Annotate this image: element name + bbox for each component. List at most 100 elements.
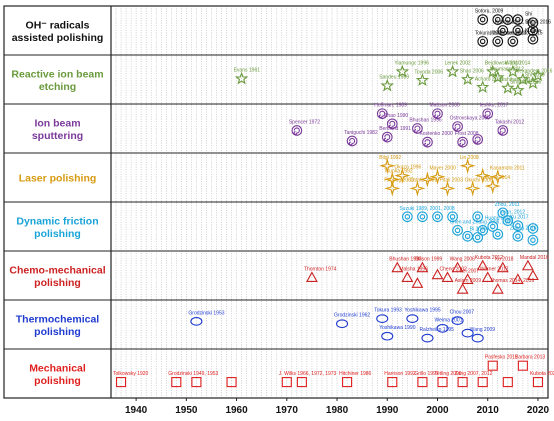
point-annotation: Grodzinski 1962 <box>334 313 370 319</box>
point-annotation: Mandal 2016 <box>520 255 549 261</box>
cmp-point <box>511 273 524 284</box>
mech-point <box>502 377 513 388</box>
rib-point <box>501 81 515 94</box>
cmp-point <box>391 261 404 273</box>
dfp-point <box>512 230 524 242</box>
rib-point <box>506 64 520 78</box>
laser-point <box>429 168 446 185</box>
laser-point <box>484 177 501 195</box>
point-annotation: Kubota 2020 <box>530 371 554 377</box>
rib-point <box>531 68 545 82</box>
oh-point <box>527 25 539 36</box>
row-labels: OH⁻ radicals assisted polishing Reactive i… <box>9 19 105 387</box>
point-annotation: Evans 1961 <box>234 68 261 74</box>
point-annotation: Kubota 2012 <box>475 255 504 261</box>
x-tick-label: 1950 <box>175 405 198 416</box>
point-annotation: Wang 2014 <box>505 61 531 67</box>
dfp-point <box>472 211 484 223</box>
point-annotation: Hoffman, 1989 <box>374 103 407 109</box>
ibs-point <box>432 108 443 120</box>
cmp-point <box>456 283 469 294</box>
mech-point <box>281 377 292 388</box>
point-annotation: Bilgi 1992 <box>379 155 401 161</box>
data-markers: Sotoru, 2009 Kubota 2012, 2014, 2016 Shi Wa… <box>113 9 554 388</box>
tcp-point <box>471 333 484 343</box>
dfp-point <box>512 220 524 232</box>
point-annotation: Pimeng 2000 <box>384 177 414 183</box>
point-annotation: Chen and Zhang 2005, 2006 <box>450 219 514 225</box>
point-annotation: Takashi 2012 <box>495 119 525 125</box>
mech-point <box>477 377 488 388</box>
row-label-oh: OH⁻ radicals assisted polishing <box>12 19 104 44</box>
row-label-cmp: Chemo-mechanical polishing <box>9 264 105 289</box>
ibs-point <box>386 118 398 130</box>
rib-point <box>511 83 525 97</box>
oh-point <box>527 33 539 45</box>
dfp-point <box>502 215 514 226</box>
point-annotation: Hitchiner 1986 <box>339 371 371 377</box>
point-annotation: Lin 2008 <box>460 155 479 161</box>
point-annotation: Bertrand 1991 <box>379 126 411 132</box>
mech-point <box>115 377 127 388</box>
ibs-point <box>482 108 494 120</box>
grid-lines <box>110 6 549 398</box>
point-annotation: Zhao 1990 <box>384 113 408 119</box>
laser-point <box>409 180 426 197</box>
point-annotation: Shi <box>525 12 532 18</box>
ibs-point <box>472 134 484 145</box>
dfp-point <box>527 234 539 246</box>
dfp-point <box>462 230 473 242</box>
point-annotation: Thomas 2014, 2016 <box>490 278 535 284</box>
oh-point <box>477 14 489 25</box>
chart-frame <box>3 5 549 399</box>
point-annotation: Taniguchi 1982 <box>344 130 378 136</box>
ibs-point <box>291 125 303 136</box>
dfp-point <box>497 207 509 219</box>
point-annotation: Malsha 1996 <box>399 266 428 272</box>
rib-point <box>460 72 475 86</box>
row-label-tcp: Thermochemical polishing <box>16 313 100 338</box>
point-annotation: Toyoda 2006 <box>414 69 443 75</box>
row-label-ibs: Ion beam sputtering <box>32 117 83 142</box>
rib-point <box>526 76 540 90</box>
tcp-point <box>381 331 394 341</box>
dfp-point <box>492 228 504 240</box>
point-annotation: Kostenko 2000 <box>419 131 453 137</box>
ibs-point <box>412 123 423 134</box>
point-annotation: Aslam 2009 <box>455 278 482 284</box>
mech-point <box>226 377 237 388</box>
point-annotation: Kubota <box>525 28 541 34</box>
point-annotation: Sotoru, 2009 <box>475 9 504 15</box>
oh-point <box>512 14 524 25</box>
cmp-point <box>305 271 318 283</box>
point-annotation: Xu 2018 <box>495 257 514 263</box>
rib-point <box>476 80 490 93</box>
point-annotation: Chou 2007 <box>450 310 475 316</box>
dfp-point <box>447 211 458 223</box>
rib-point <box>380 78 394 92</box>
ibs-point <box>452 121 463 132</box>
laser-point <box>394 167 411 184</box>
laser-point <box>489 168 506 185</box>
point-annotation: Werner 2017 <box>480 266 509 272</box>
point-annotation: Grodzinski 1949, 1953 <box>168 371 218 377</box>
point-annotation: Yoshikawa 1990 <box>379 325 415 331</box>
oh-point <box>497 25 509 36</box>
cmp-point <box>461 273 474 284</box>
cmp-point <box>441 271 454 283</box>
laser-point <box>384 171 401 188</box>
point-annotation: Bhushan 1993 <box>389 257 421 263</box>
point-annotation: Zhou, 2011 <box>495 202 520 208</box>
point-annotation: Zong 2007, 2012 <box>455 371 493 377</box>
rib-point <box>485 64 500 78</box>
cmp-point <box>491 283 504 294</box>
point-annotation: Grodzinski 1953 <box>188 310 224 316</box>
rib-point <box>445 64 460 78</box>
row-label-laser: Laser polishing <box>19 173 97 185</box>
oh-point <box>477 36 489 47</box>
mech-point <box>171 377 182 388</box>
x-tick-label: 1940 <box>125 405 148 416</box>
point-annotation: Barbara 2013 <box>515 355 546 361</box>
cmp-point <box>496 261 509 273</box>
laser-point <box>419 171 436 188</box>
